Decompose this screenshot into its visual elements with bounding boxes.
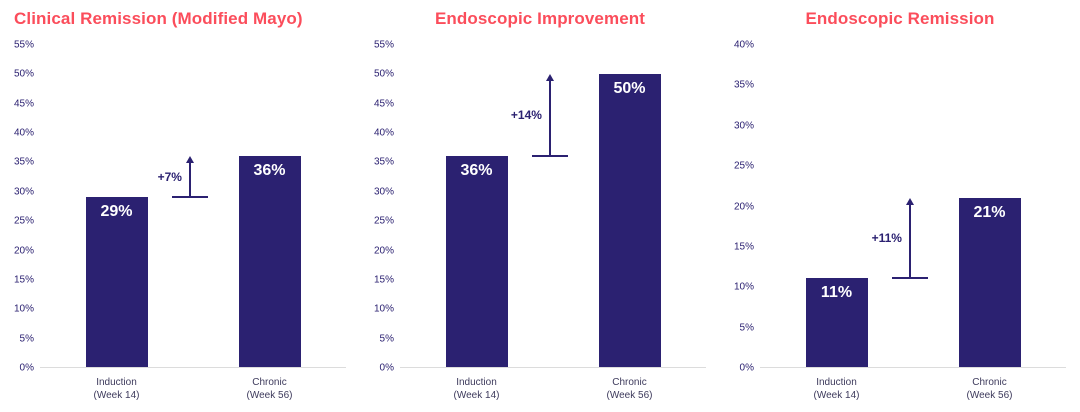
x-category-name: Chronic xyxy=(972,377,1007,388)
x-category-label: Induction (Week 14) xyxy=(814,376,860,402)
bar-induction: 36% xyxy=(445,156,508,367)
delta-arrow-line xyxy=(188,162,191,198)
bar-value-label: 36% xyxy=(460,162,493,180)
plot-area: 29% 36% +7% xyxy=(40,45,346,368)
bar-induction: 11% xyxy=(805,278,868,367)
x-axis-labels: Induction (Week 14) Chronic (Week 56) xyxy=(400,376,706,406)
bar-chronic: 36% xyxy=(238,156,301,367)
y-tick-label: 55% xyxy=(373,39,394,51)
x-category-label: Chronic (Week 56) xyxy=(967,376,1013,402)
delta-label: +7% xyxy=(157,169,182,184)
y-tick-label: 35% xyxy=(13,156,34,168)
y-tick-label: 10% xyxy=(13,303,34,315)
x-category-name: Chronic xyxy=(612,377,647,388)
bar-value-label: 50% xyxy=(613,80,646,98)
x-axis-labels: Induction (Week 14) Chronic (Week 56) xyxy=(760,376,1066,406)
chart-endoscopic-remission: Endoscopic Remission 40% 35% 30% 25% 20% 15% 1… xyxy=(720,0,1080,412)
delta-baseline-tick xyxy=(171,196,208,199)
y-tick-label: 0% xyxy=(739,362,754,374)
delta-label: +11% xyxy=(871,231,902,246)
plot-area: 11% 21% +11% xyxy=(760,45,1066,368)
x-category-label: Chronic (Week 56) xyxy=(247,376,293,402)
x-category-subtitle: (Week 56) xyxy=(246,390,293,401)
y-tick-label: 15% xyxy=(13,274,34,286)
y-tick-label: 20% xyxy=(13,245,34,257)
x-axis-labels: Induction (Week 14) Chronic (Week 56) xyxy=(40,376,346,406)
y-tick-label: 0% xyxy=(379,362,394,374)
y-tick-label: 35% xyxy=(733,79,754,91)
x-category-subtitle: (Week 56) xyxy=(966,390,1013,401)
delta-label: +14% xyxy=(510,108,542,123)
chart-clinical-remission: Clinical Remission (Modified Mayo) 55% 50… xyxy=(0,0,360,412)
x-category-subtitle: (Week 56) xyxy=(606,390,653,401)
delta-baseline-tick xyxy=(891,277,928,280)
y-tick-label: 15% xyxy=(733,241,754,253)
delta-arrow-head-icon xyxy=(545,74,554,82)
y-tick-label: 15% xyxy=(373,274,394,286)
y-tick-label: 0% xyxy=(19,362,34,374)
y-tick-label: 30% xyxy=(13,186,34,198)
plot-area: 36% 50% +14% xyxy=(400,45,706,368)
bar-chronic: 21% xyxy=(958,197,1021,367)
y-tick-label: 40% xyxy=(13,127,34,139)
bar-chronic: 50% xyxy=(598,74,661,367)
delta-arrow-line xyxy=(908,203,911,279)
bar-value-label: 29% xyxy=(100,203,133,221)
x-category-subtitle: (Week 14) xyxy=(813,390,860,401)
x-category-label: Chronic (Week 56) xyxy=(607,376,653,402)
x-category-subtitle: (Week 14) xyxy=(93,390,140,401)
y-tick-label: 25% xyxy=(373,215,394,227)
delta-arrow-line xyxy=(548,80,551,157)
bar-value-label: 11% xyxy=(820,284,853,302)
y-tick-label: 30% xyxy=(373,186,394,198)
y-tick-label: 55% xyxy=(13,39,34,51)
y-tick-label: 40% xyxy=(373,127,394,139)
y-tick-label: 35% xyxy=(373,156,394,168)
y-tick-label: 25% xyxy=(733,160,754,172)
x-category-name: Induction xyxy=(456,377,497,388)
y-tick-label: 10% xyxy=(373,303,394,315)
delta-arrow-head-icon xyxy=(905,197,914,205)
y-tick-label: 30% xyxy=(733,120,754,132)
y-tick-label: 50% xyxy=(373,68,394,80)
bar-induction: 29% xyxy=(85,197,148,367)
y-axis: 40% 35% 30% 25% 20% 15% 10% 5% 0% xyxy=(720,40,756,374)
x-category-label: Induction (Week 14) xyxy=(454,376,500,402)
x-category-label: Induction (Week 14) xyxy=(94,376,140,402)
x-category-name: Induction xyxy=(816,377,857,388)
y-tick-label: 20% xyxy=(733,201,754,212)
delta-arrow-head-icon xyxy=(185,156,194,164)
y-tick-label: 50% xyxy=(13,68,34,80)
bar-value-label: 21% xyxy=(973,203,1006,221)
y-tick-label: 5% xyxy=(379,333,394,345)
delta-baseline-tick xyxy=(531,155,568,158)
y-tick-label: 10% xyxy=(733,281,754,293)
y-axis: 55% 50% 45% 40% 35% 30% 25% 20% 15% 10% 5% 0% xyxy=(0,40,36,374)
y-tick-label: 40% xyxy=(733,39,754,51)
y-axis: 55% 50% 45% 40% 35% 30% 25% 20% 15% 10% 5% 0% xyxy=(360,40,396,374)
chart-title: Endoscopic Remission xyxy=(805,9,995,28)
bar-value-label: 36% xyxy=(253,162,286,180)
chart-title: Endoscopic Improvement xyxy=(434,9,646,28)
x-category-name: Chronic xyxy=(252,377,287,388)
x-category-subtitle: (Week 14) xyxy=(453,390,500,401)
y-tick-label: 25% xyxy=(13,215,34,227)
x-category-name: Induction xyxy=(96,377,137,388)
y-tick-label: 20% xyxy=(373,245,394,257)
y-tick-label: 5% xyxy=(19,333,34,345)
y-tick-label: 5% xyxy=(739,322,754,334)
y-tick-label: 45% xyxy=(13,98,34,110)
chart-endoscopic-improvement: Endoscopic Improvement 55% 50% 45% 40% 35% 30… xyxy=(360,0,720,412)
chart-title: Clinical Remission (Modified Mayo) xyxy=(14,9,303,28)
y-tick-label: 45% xyxy=(373,98,394,110)
